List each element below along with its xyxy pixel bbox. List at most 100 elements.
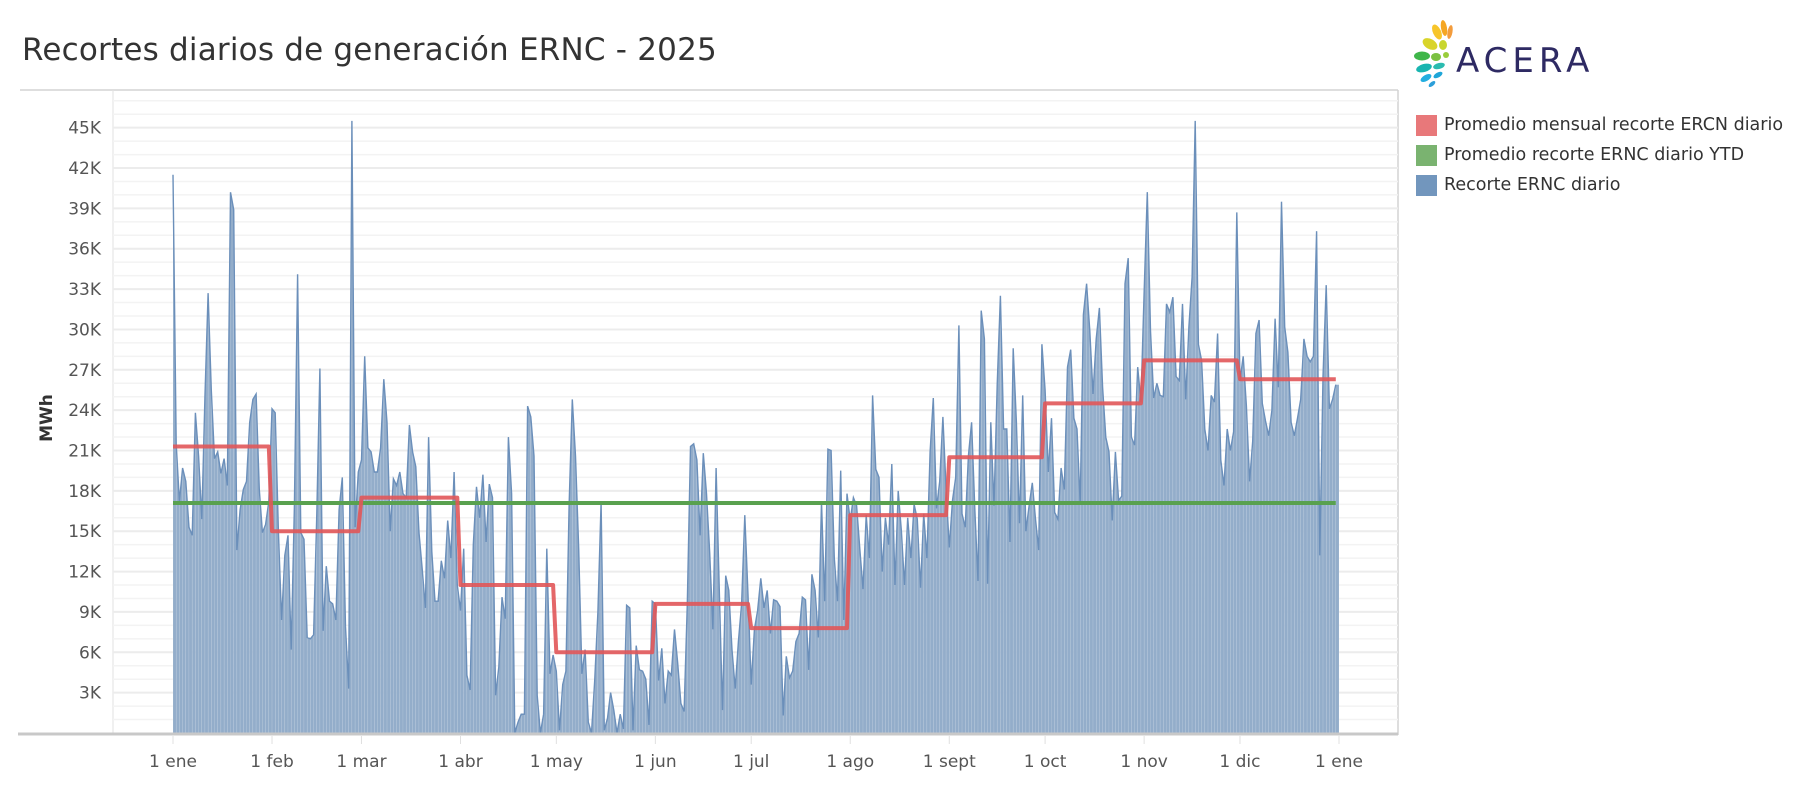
daily-bar: [374, 471, 378, 734]
daily-bar: [626, 604, 631, 734]
y-tick-label: 6K: [79, 643, 102, 663]
legend-swatch-daily: [1416, 174, 1437, 196]
daily-bar: [802, 596, 806, 734]
y-tick-label: 3K: [79, 684, 102, 704]
x-tick-label: 1 feb: [250, 752, 293, 772]
daily-bar: [476, 486, 480, 734]
daily-bar: [434, 600, 439, 734]
legend-label: Promedio recorte ERNC diario YTD: [1444, 145, 1745, 165]
x-tick-label: 1 jul: [733, 752, 769, 772]
daily-bar: [1284, 326, 1289, 734]
x-tick-label: 1 abr: [438, 752, 482, 772]
y-tick-label: 42K: [68, 159, 102, 179]
legend-item-ytd[interactable]: Promedio recorte ERNC diario YTD: [1416, 140, 1783, 170]
x-tick-label: 1 ene: [149, 752, 197, 772]
daily-bar: [1226, 428, 1231, 734]
daily-bar: [690, 443, 694, 734]
legend-item-daily[interactable]: Recorte ERNC diario: [1416, 170, 1783, 200]
daily-bar: [981, 310, 985, 734]
daily-bar: [396, 471, 401, 734]
y-tick-label: 27K: [68, 361, 102, 381]
daily-bar: [1096, 307, 1100, 734]
y-tick-label: 24K: [68, 401, 102, 421]
daily-bar: [827, 448, 832, 734]
daily-bar: [1239, 356, 1244, 734]
daily-bar: [412, 451, 416, 734]
daily-bar: [773, 599, 777, 734]
daily-bar: [220, 458, 225, 734]
daily-bar: [1156, 383, 1161, 734]
daily-bar: [1035, 519, 1039, 734]
daily-bar: [409, 424, 413, 734]
daily-bar: [370, 451, 375, 734]
y-tick-label: 33K: [68, 280, 102, 300]
daily-bar: [1102, 387, 1107, 734]
daily-area: [172, 120, 1340, 734]
logo-text: ACERA: [1456, 41, 1590, 81]
x-tick-label: 1 nov: [1120, 752, 1167, 772]
y-tick-label: 21K: [68, 442, 102, 462]
daily-bar: [284, 535, 289, 734]
daily-bar: [214, 451, 218, 734]
daily-bar: [1025, 505, 1030, 734]
daily-bar: [243, 481, 247, 734]
daily-bar: [367, 447, 372, 734]
daily-bar: [885, 517, 889, 734]
acera-logo: ACERA: [1410, 18, 1590, 94]
daily-bar: [853, 497, 857, 734]
y-tick-label: 36K: [68, 240, 102, 260]
daily-bar: [1175, 375, 1180, 734]
daily-bar: [441, 560, 445, 734]
daily-bar: [306, 637, 311, 734]
daily-bar: [329, 600, 333, 734]
daily-bar: [1255, 319, 1260, 734]
daily-bar: [875, 469, 880, 734]
daily-bar: [195, 412, 199, 734]
daily-bar: [639, 669, 643, 734]
daily-bar: [1303, 338, 1308, 734]
daily-bar: [961, 513, 966, 734]
daily-bar: [188, 527, 193, 734]
daily-bar: [1073, 418, 1078, 734]
daily-bar: [913, 504, 918, 734]
daily-bar: [1297, 399, 1301, 734]
daily-bar: [300, 532, 305, 734]
daily-bar: [1169, 297, 1174, 734]
daily-bar: [811, 574, 816, 734]
daily-bar: [182, 467, 186, 734]
daily-bar: [1249, 441, 1253, 734]
daily-bar: [527, 406, 531, 734]
daily-bar: [1131, 436, 1135, 734]
daily-bar: [521, 713, 525, 734]
daily-bar: [1230, 431, 1234, 734]
daily-bar: [1220, 459, 1225, 734]
legend-label: Promedio mensual recorte ERCN diario: [1444, 115, 1784, 135]
daily-bar: [1105, 437, 1110, 734]
daily-bar: [265, 501, 270, 734]
daily-bar: [1306, 355, 1311, 734]
daily-bar: [1166, 303, 1170, 734]
daily-bar: [393, 478, 397, 734]
daily-bar: [1290, 422, 1295, 734]
daily-bar: [271, 408, 276, 734]
daily-bar: [223, 458, 228, 734]
chart-title: Recortes diarios de generación ERNC - 20…: [22, 32, 717, 68]
daily-bar: [1265, 420, 1269, 734]
daily-bar: [936, 481, 940, 734]
daily-bar: [1198, 344, 1202, 734]
daily-bar: [1067, 349, 1071, 734]
daily-bar: [1086, 283, 1091, 734]
daily-bar: [795, 633, 800, 734]
daily-bar: [230, 192, 234, 734]
daily-bar: [693, 443, 698, 734]
legend-item-monthly[interactable]: Promedio mensual recorte ERCN diario: [1416, 110, 1783, 140]
daily-bar: [1060, 467, 1065, 734]
legend-swatch-monthly: [1416, 114, 1437, 136]
daily-bar: [1153, 383, 1158, 734]
daily-bar: [789, 671, 793, 734]
acera-logo-mark: ACERA: [1414, 20, 1590, 87]
daily-bar: [1092, 338, 1097, 734]
daily-bar: [1028, 482, 1033, 734]
daily-bar: [239, 489, 244, 734]
